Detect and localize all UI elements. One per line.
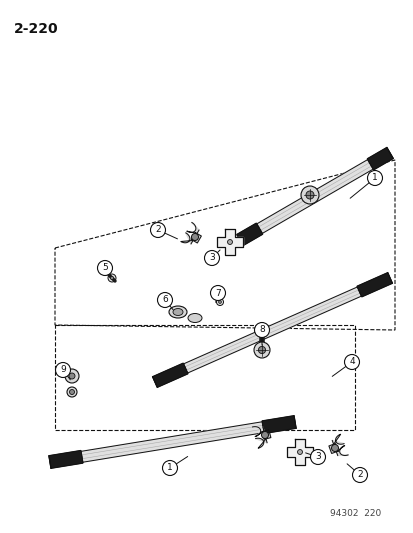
Circle shape: [65, 369, 79, 383]
Polygon shape: [356, 273, 392, 297]
Polygon shape: [81, 422, 263, 462]
Circle shape: [310, 449, 325, 464]
Circle shape: [258, 346, 265, 353]
Circle shape: [191, 233, 198, 240]
Polygon shape: [216, 229, 242, 255]
Circle shape: [261, 432, 268, 439]
Circle shape: [254, 342, 269, 358]
Circle shape: [67, 387, 77, 397]
Circle shape: [218, 301, 221, 303]
Ellipse shape: [169, 306, 187, 318]
Circle shape: [297, 449, 302, 455]
Circle shape: [331, 445, 338, 451]
Text: 5: 5: [102, 263, 108, 272]
Text: 7: 7: [215, 288, 221, 297]
Circle shape: [227, 239, 232, 245]
Polygon shape: [332, 434, 343, 444]
Circle shape: [344, 354, 358, 369]
Text: 9: 9: [60, 366, 66, 375]
Polygon shape: [366, 148, 392, 170]
Circle shape: [305, 191, 313, 199]
Circle shape: [210, 286, 225, 301]
Circle shape: [157, 293, 172, 308]
Polygon shape: [335, 446, 347, 456]
Polygon shape: [252, 426, 263, 437]
Polygon shape: [183, 287, 361, 373]
Text: 3: 3: [209, 254, 214, 262]
Polygon shape: [328, 443, 337, 454]
Circle shape: [150, 222, 165, 238]
Circle shape: [55, 362, 70, 377]
Polygon shape: [256, 159, 373, 233]
Ellipse shape: [173, 309, 183, 316]
Polygon shape: [152, 363, 188, 387]
Polygon shape: [261, 416, 295, 433]
Text: 4: 4: [348, 358, 354, 367]
Polygon shape: [49, 450, 83, 469]
Text: 94302  220: 94302 220: [329, 509, 380, 518]
Polygon shape: [191, 232, 201, 243]
Polygon shape: [286, 439, 312, 465]
Text: 1: 1: [167, 464, 173, 472]
Circle shape: [216, 298, 223, 305]
Text: 1: 1: [371, 174, 377, 182]
Circle shape: [69, 390, 74, 394]
Polygon shape: [255, 438, 266, 448]
Text: 2: 2: [356, 471, 362, 480]
Polygon shape: [236, 223, 262, 246]
Text: 2-220: 2-220: [14, 22, 59, 36]
Circle shape: [300, 186, 318, 204]
Circle shape: [162, 461, 177, 475]
Circle shape: [108, 274, 116, 282]
Circle shape: [367, 171, 382, 185]
Circle shape: [97, 261, 112, 276]
Polygon shape: [261, 430, 270, 439]
Polygon shape: [186, 222, 199, 233]
Circle shape: [204, 251, 219, 265]
Text: 8: 8: [259, 326, 264, 335]
Circle shape: [110, 277, 113, 280]
Ellipse shape: [188, 313, 202, 322]
Circle shape: [254, 322, 269, 337]
Circle shape: [69, 373, 75, 379]
Text: 2: 2: [155, 225, 160, 235]
Polygon shape: [180, 233, 192, 244]
Text: 3: 3: [314, 453, 320, 462]
Text: 6: 6: [162, 295, 167, 304]
Circle shape: [351, 467, 367, 482]
